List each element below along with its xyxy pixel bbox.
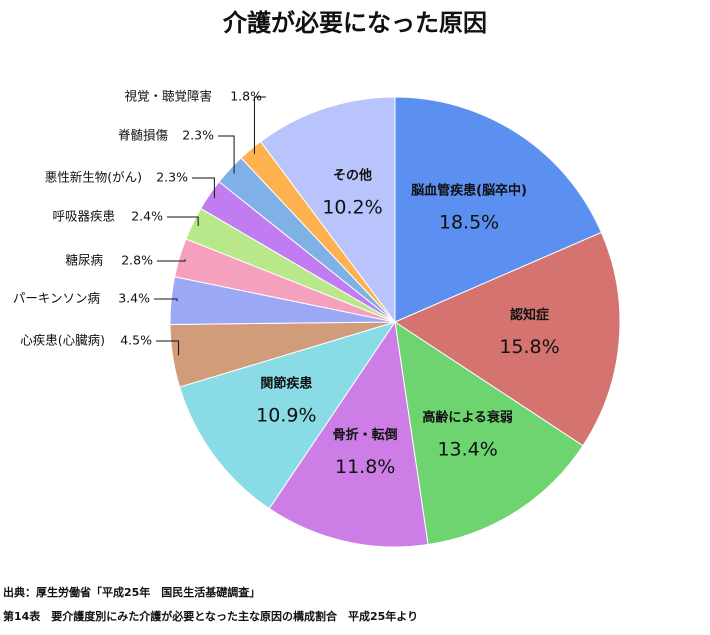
leader-line: [253, 96, 266, 155]
slice-label: 脳血管疾患(脳卒中): [411, 183, 527, 199]
slice-value-label: 2.3%: [156, 170, 188, 185]
slice-label: 高齢による衰弱: [422, 409, 513, 425]
slice-label: 呼吸器疾患: [52, 209, 115, 224]
leader-line: [156, 340, 180, 356]
pie-slice: [178, 321, 397, 510]
pie-slice: [394, 96, 603, 323]
pie-slice: [394, 320, 584, 546]
slice-label: 関節疾患: [260, 376, 312, 392]
slice-value-label: 15.8%: [499, 336, 559, 358]
slice-label: パーキンソン病: [13, 291, 100, 306]
slice-value-label: 10.2%: [322, 196, 382, 218]
leader-line: [167, 216, 199, 227]
slice-value-label: 2.8%: [121, 253, 153, 268]
slice-label: 心疾患(心臓病): [20, 333, 105, 348]
slice-label: 悪性新生物(がん): [45, 170, 142, 185]
slice-value-label: 2.4%: [131, 209, 163, 224]
slice-label: その他: [333, 167, 372, 183]
chart-title: 介護が必要になった原因: [222, 9, 487, 37]
slice-value-label: 1.8%: [230, 89, 262, 104]
slice-label: 脊髄損傷: [118, 128, 169, 143]
leader-line: [157, 259, 186, 262]
slice-value-label: 11.8%: [335, 456, 395, 478]
slice-value-label: 10.9%: [256, 405, 316, 427]
slice-value-label: 2.3%: [182, 128, 214, 143]
pie-slice: [268, 320, 429, 548]
slice-value-label: 3.4%: [118, 291, 150, 306]
leader-line: [154, 298, 178, 302]
pie-slice: [393, 231, 621, 447]
slice-label: 骨折・転倒: [333, 427, 398, 443]
pie-slice: [259, 96, 396, 324]
slice-value-label: 4.5%: [120, 333, 152, 348]
slice-value-label: 18.5%: [439, 212, 499, 234]
leader-line: [192, 177, 215, 199]
source: 第14表 要介護度別にみた介護が必要となった主な原因の構成割合 平成25年より: [3, 609, 418, 623]
source: 出典：厚生労働省「平成25年 国民生活基礎調査」: [3, 585, 260, 599]
slice-label: 視覚・聴覚障害: [124, 89, 212, 104]
leader-line: [218, 135, 235, 174]
slice-label: 糖尿病: [65, 253, 103, 268]
slice-value-label: 13.4%: [437, 438, 497, 460]
slice-label: 認知症: [510, 307, 549, 323]
